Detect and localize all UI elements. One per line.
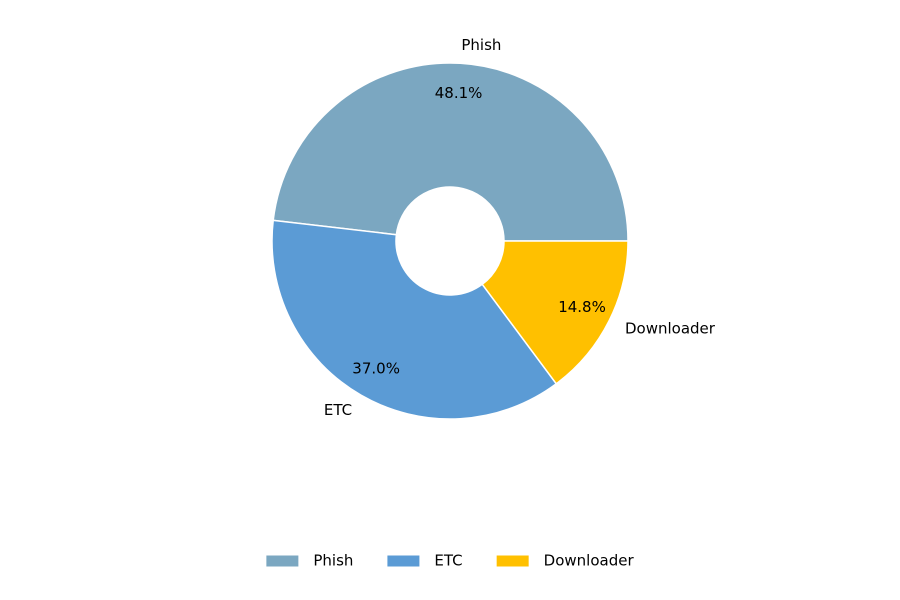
legend-label: Downloader: [544, 552, 635, 570]
slice-label: ETC: [324, 401, 352, 419]
donut-slice: [481, 240, 629, 385]
legend-swatch: [387, 555, 420, 567]
legend-swatch: [496, 555, 529, 567]
legend-label: ETC: [434, 552, 462, 570]
donut-slice: [271, 219, 558, 420]
legend-swatch: [266, 555, 299, 567]
slice-label: Downloader: [625, 319, 716, 337]
value-label: 14.8%: [558, 298, 606, 316]
value-label: 48.1%: [435, 84, 483, 102]
legend-label: Phish: [313, 552, 353, 570]
donut-slice: [272, 62, 629, 242]
value-label: 37.0%: [352, 359, 400, 377]
slice-label: Phish: [461, 36, 501, 54]
